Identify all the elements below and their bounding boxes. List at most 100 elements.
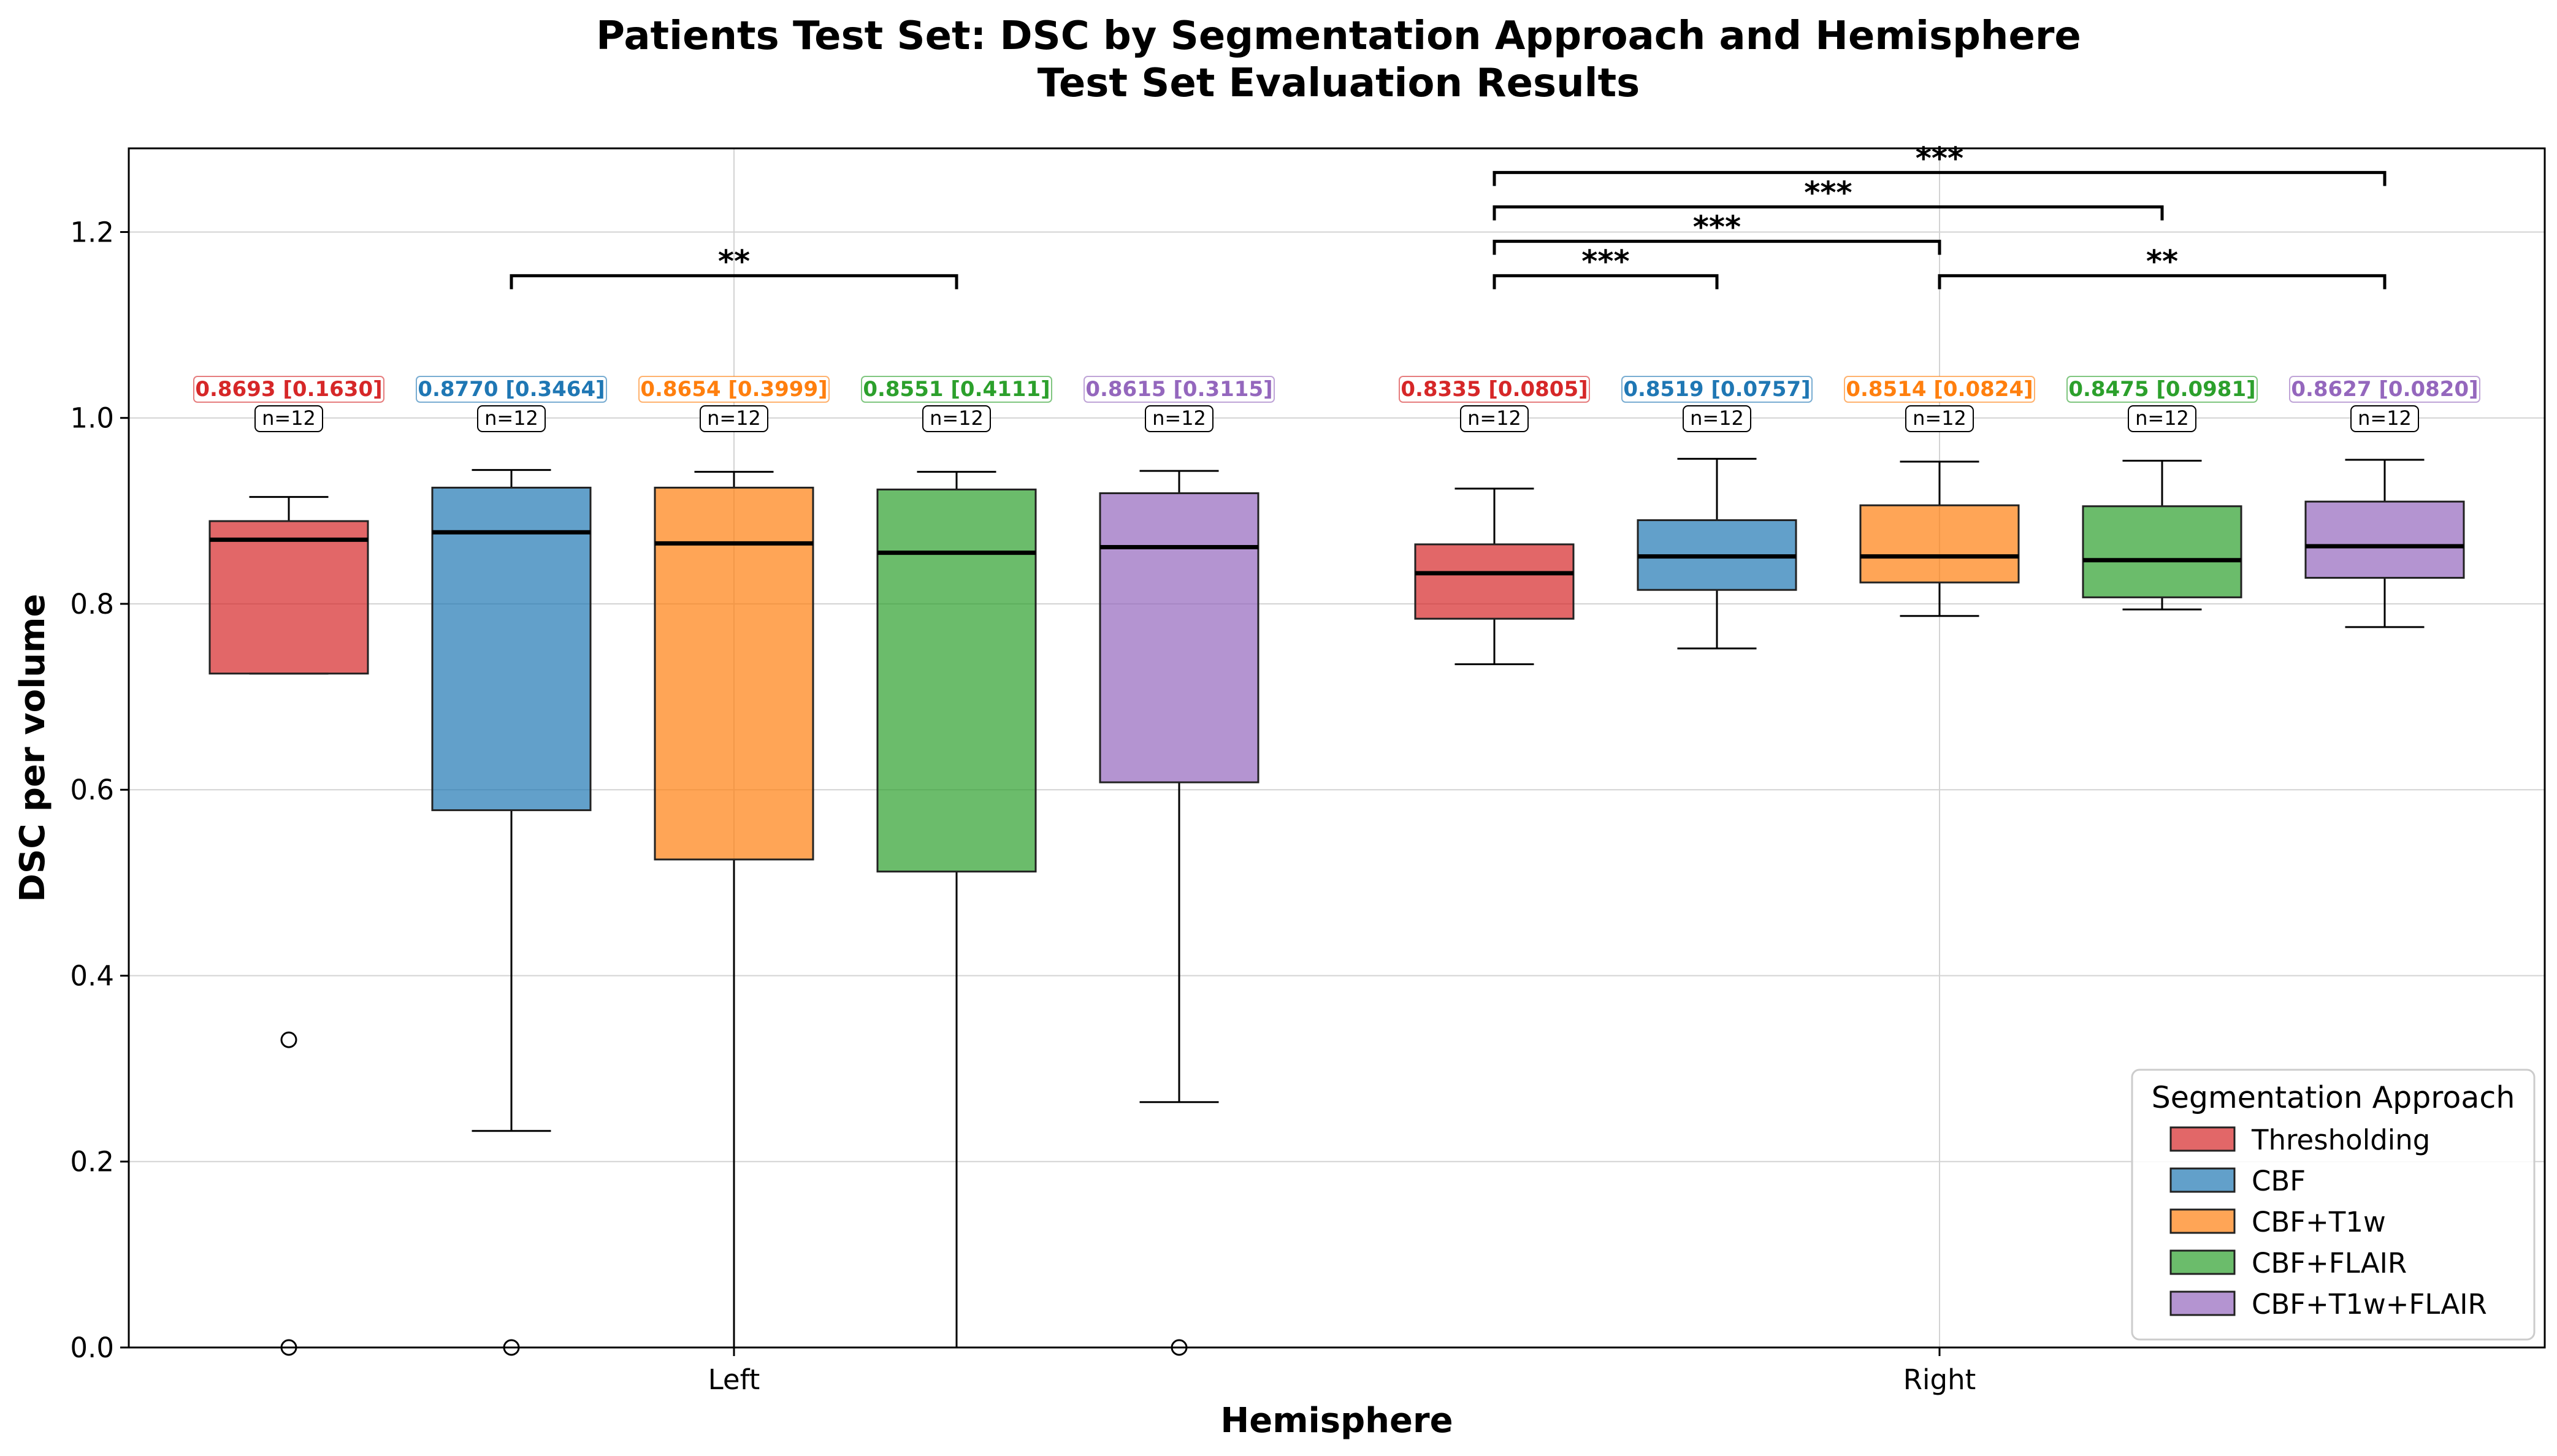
median-iqr-label: 0.8519 [0.0757] (1623, 377, 1810, 402)
significance-label: *** (1916, 140, 1963, 176)
median-iqr-label-box (638, 376, 830, 403)
legend-label: CBF (2252, 1165, 2306, 1197)
box-right-cbf (1637, 457, 1797, 650)
legend-swatch (2169, 1249, 2236, 1275)
n-label: n=12 (2358, 406, 2412, 430)
chart-subtitle: Test Set Evaluation Results (1038, 61, 1640, 106)
median-iqr-label: 0.8627 [0.0820] (2291, 377, 2478, 402)
bracket-line (1493, 240, 1941, 255)
box-right-cbf-flair (2082, 459, 2242, 611)
median-iqr-label-box (1621, 376, 1813, 403)
box-body (654, 486, 814, 861)
n-label-box (477, 405, 546, 432)
n-label-box (1460, 405, 1529, 432)
axis-ticks: 0.0 0.2 0.4 0.6 0.8 1.0 1.2 Left Right (70, 216, 1976, 1396)
median-iqr-label: 0.8475 [0.0981] (2068, 377, 2255, 402)
legend-label: CBF+T1w+FLAIR (2252, 1288, 2487, 1321)
legend-swatch (2169, 1126, 2236, 1152)
bracket-line (1493, 205, 2164, 221)
chart-title: Patients Test Set: DSC by Segmentation A… (596, 13, 2081, 59)
median-iqr-label-box (416, 376, 607, 403)
x-axis-label: Hemisphere (1220, 1401, 1453, 1441)
bracket-line (510, 274, 958, 289)
median-iqr-label: 0.8615 [0.3115] (1085, 377, 1272, 402)
n-label: n=12 (262, 406, 316, 430)
box-left-cbf-t1w-flair (1099, 470, 1259, 1356)
box-right-thresholding (1414, 487, 1575, 666)
y-axis-label: DSC per volume (13, 594, 53, 902)
legend: Segmentation Approach Thresholding CBF CBF… (2131, 1069, 2536, 1341)
n-label-box (2128, 405, 2196, 432)
x-tick-label: Left (708, 1363, 760, 1396)
n-label-box (2350, 405, 2419, 432)
boxes (208, 457, 2465, 1356)
legend-swatch (2169, 1290, 2236, 1316)
box-left-cbf (431, 469, 592, 1356)
legend-label: Thresholding (2251, 1124, 2430, 1156)
n-label: n=12 (707, 406, 761, 430)
significance-bracket: ** (1938, 244, 2387, 289)
median-iqr-label: 0.8335 [0.0805] (1401, 377, 1588, 402)
median-iqr-label-box (2289, 376, 2480, 403)
median-iqr-label-box (1844, 376, 2035, 403)
n-label: n=12 (1467, 406, 1521, 430)
significance-brackets: ** ************** (510, 140, 2387, 289)
bracket-line (1493, 274, 1719, 289)
box-body (1099, 492, 1259, 783)
median-iqr-label-box (2066, 376, 2258, 403)
legend-swatch (2169, 1208, 2236, 1234)
x-tick-label: Right (1903, 1363, 1976, 1396)
box-left-cbf-t1w (654, 471, 814, 1349)
legend-label: CBF+T1w (2252, 1206, 2386, 1238)
n-label-box (254, 405, 323, 432)
legend-label: CBF+FLAIR (2252, 1247, 2407, 1279)
box-body (431, 486, 592, 812)
significance-bracket: *** (1493, 175, 2164, 221)
legend-title: Segmentation Approach (2152, 1080, 2515, 1115)
plot-frame (128, 147, 2546, 1349)
significance-bracket: *** (1493, 244, 1719, 289)
median-iqr-label: 0.8551 [0.4111] (863, 377, 1050, 402)
box-body (876, 488, 1037, 873)
y-tick-label: 0.6 (70, 774, 114, 806)
significance-label: *** (1693, 210, 1741, 245)
median-iqr-label: 0.8693 [0.1630] (195, 377, 382, 402)
median-iqr-label: 0.8654 [0.3999] (640, 377, 827, 402)
n-label: n=12 (1152, 406, 1206, 430)
y-tick-label: 1.0 (70, 402, 114, 435)
significance-label: *** (1581, 244, 1629, 280)
median-iqr-label: 0.8514 [0.0824] (1846, 377, 2033, 402)
median-iqr-label-box (861, 376, 1052, 403)
n-label-box (922, 405, 991, 432)
bracket-line (1493, 170, 2387, 186)
n-label-box (1683, 405, 1751, 432)
legend-swatch (2169, 1167, 2236, 1193)
significance-bracket: *** (1493, 210, 1941, 255)
significance-label: ** (718, 244, 750, 280)
box-annotations: 0.8693 [0.1630] n=12 0.8770 [0.3464] n=12 0.… (193, 376, 2480, 432)
n-label-box (1145, 405, 1214, 432)
box-body (1414, 543, 1575, 620)
significance-bracket: *** (1493, 140, 2387, 186)
n-label-box (700, 405, 768, 432)
y-tick-label: 0.2 (70, 1146, 114, 1178)
box-body (2304, 500, 2465, 579)
box-left-thresholding (208, 496, 369, 1356)
y-tick-label: 0.0 (70, 1332, 114, 1364)
box-right-cbf-t1w (1859, 460, 2020, 617)
median-iqr-label-box (193, 376, 384, 403)
y-tick-label: 1.2 (70, 216, 114, 248)
box-body (1859, 504, 2020, 584)
box-left-cbf-flair (876, 471, 1037, 1349)
median-iqr-label: 0.8770 [0.3464] (418, 377, 605, 402)
n-label: n=12 (484, 406, 538, 430)
significance-bracket: ** (510, 244, 958, 289)
median-iqr-label-box (1084, 376, 1275, 403)
box-body (2082, 505, 2242, 598)
n-label: n=12 (1690, 406, 1744, 430)
n-label: n=12 (2135, 406, 2189, 430)
bracket-line (1938, 274, 2387, 289)
n-label: n=12 (930, 406, 984, 430)
